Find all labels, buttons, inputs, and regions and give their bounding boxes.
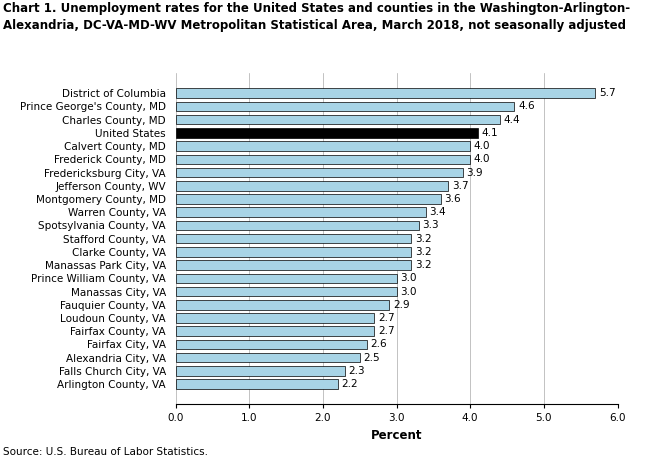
Bar xyxy=(176,380,337,389)
Text: 3.2: 3.2 xyxy=(415,260,432,270)
Text: 3.2: 3.2 xyxy=(415,247,432,257)
Bar xyxy=(176,89,595,98)
Bar xyxy=(176,353,359,363)
Bar xyxy=(176,155,470,164)
Bar xyxy=(176,247,411,257)
Bar xyxy=(176,207,426,217)
Bar xyxy=(176,221,419,230)
Text: 4.6: 4.6 xyxy=(518,101,535,112)
Text: 3.7: 3.7 xyxy=(452,181,469,191)
Text: 2.5: 2.5 xyxy=(363,353,380,363)
Text: 5.7: 5.7 xyxy=(599,88,616,98)
Bar xyxy=(176,313,374,323)
Text: 3.9: 3.9 xyxy=(467,168,483,178)
Bar xyxy=(176,260,411,270)
Text: 3.0: 3.0 xyxy=(400,274,417,283)
Bar xyxy=(176,102,514,111)
Text: 3.0: 3.0 xyxy=(400,286,417,297)
Text: 2.2: 2.2 xyxy=(341,379,358,389)
Text: 3.6: 3.6 xyxy=(445,194,461,204)
X-axis label: Percent: Percent xyxy=(370,429,422,442)
Bar xyxy=(176,300,389,309)
Bar xyxy=(176,366,345,375)
Text: 3.4: 3.4 xyxy=(430,207,447,217)
Text: 2.9: 2.9 xyxy=(393,300,410,310)
Bar xyxy=(176,141,470,151)
Text: 2.6: 2.6 xyxy=(370,340,387,349)
Text: 2.3: 2.3 xyxy=(348,366,365,376)
Text: 4.1: 4.1 xyxy=(481,128,498,138)
Bar xyxy=(176,194,441,204)
Bar xyxy=(176,168,463,177)
Text: 4.4: 4.4 xyxy=(503,115,520,125)
Text: Chart 1. Unemployment rates for the United States and counties in the Washington: Chart 1. Unemployment rates for the Unit… xyxy=(3,2,630,32)
Text: 3.3: 3.3 xyxy=(422,220,439,230)
Text: 2.7: 2.7 xyxy=(378,313,395,323)
Bar xyxy=(176,340,367,349)
Bar xyxy=(176,234,411,243)
Bar xyxy=(176,287,396,297)
Text: 4.0: 4.0 xyxy=(474,154,490,164)
Text: Source: U.S. Bureau of Labor Statistics.: Source: U.S. Bureau of Labor Statistics. xyxy=(3,447,208,457)
Text: 3.2: 3.2 xyxy=(415,234,432,244)
Text: 2.7: 2.7 xyxy=(378,326,395,336)
Bar xyxy=(176,274,396,283)
Bar xyxy=(176,326,374,336)
Bar xyxy=(176,181,448,190)
Text: 4.0: 4.0 xyxy=(474,141,490,151)
Bar xyxy=(176,128,478,138)
Bar xyxy=(176,115,500,124)
